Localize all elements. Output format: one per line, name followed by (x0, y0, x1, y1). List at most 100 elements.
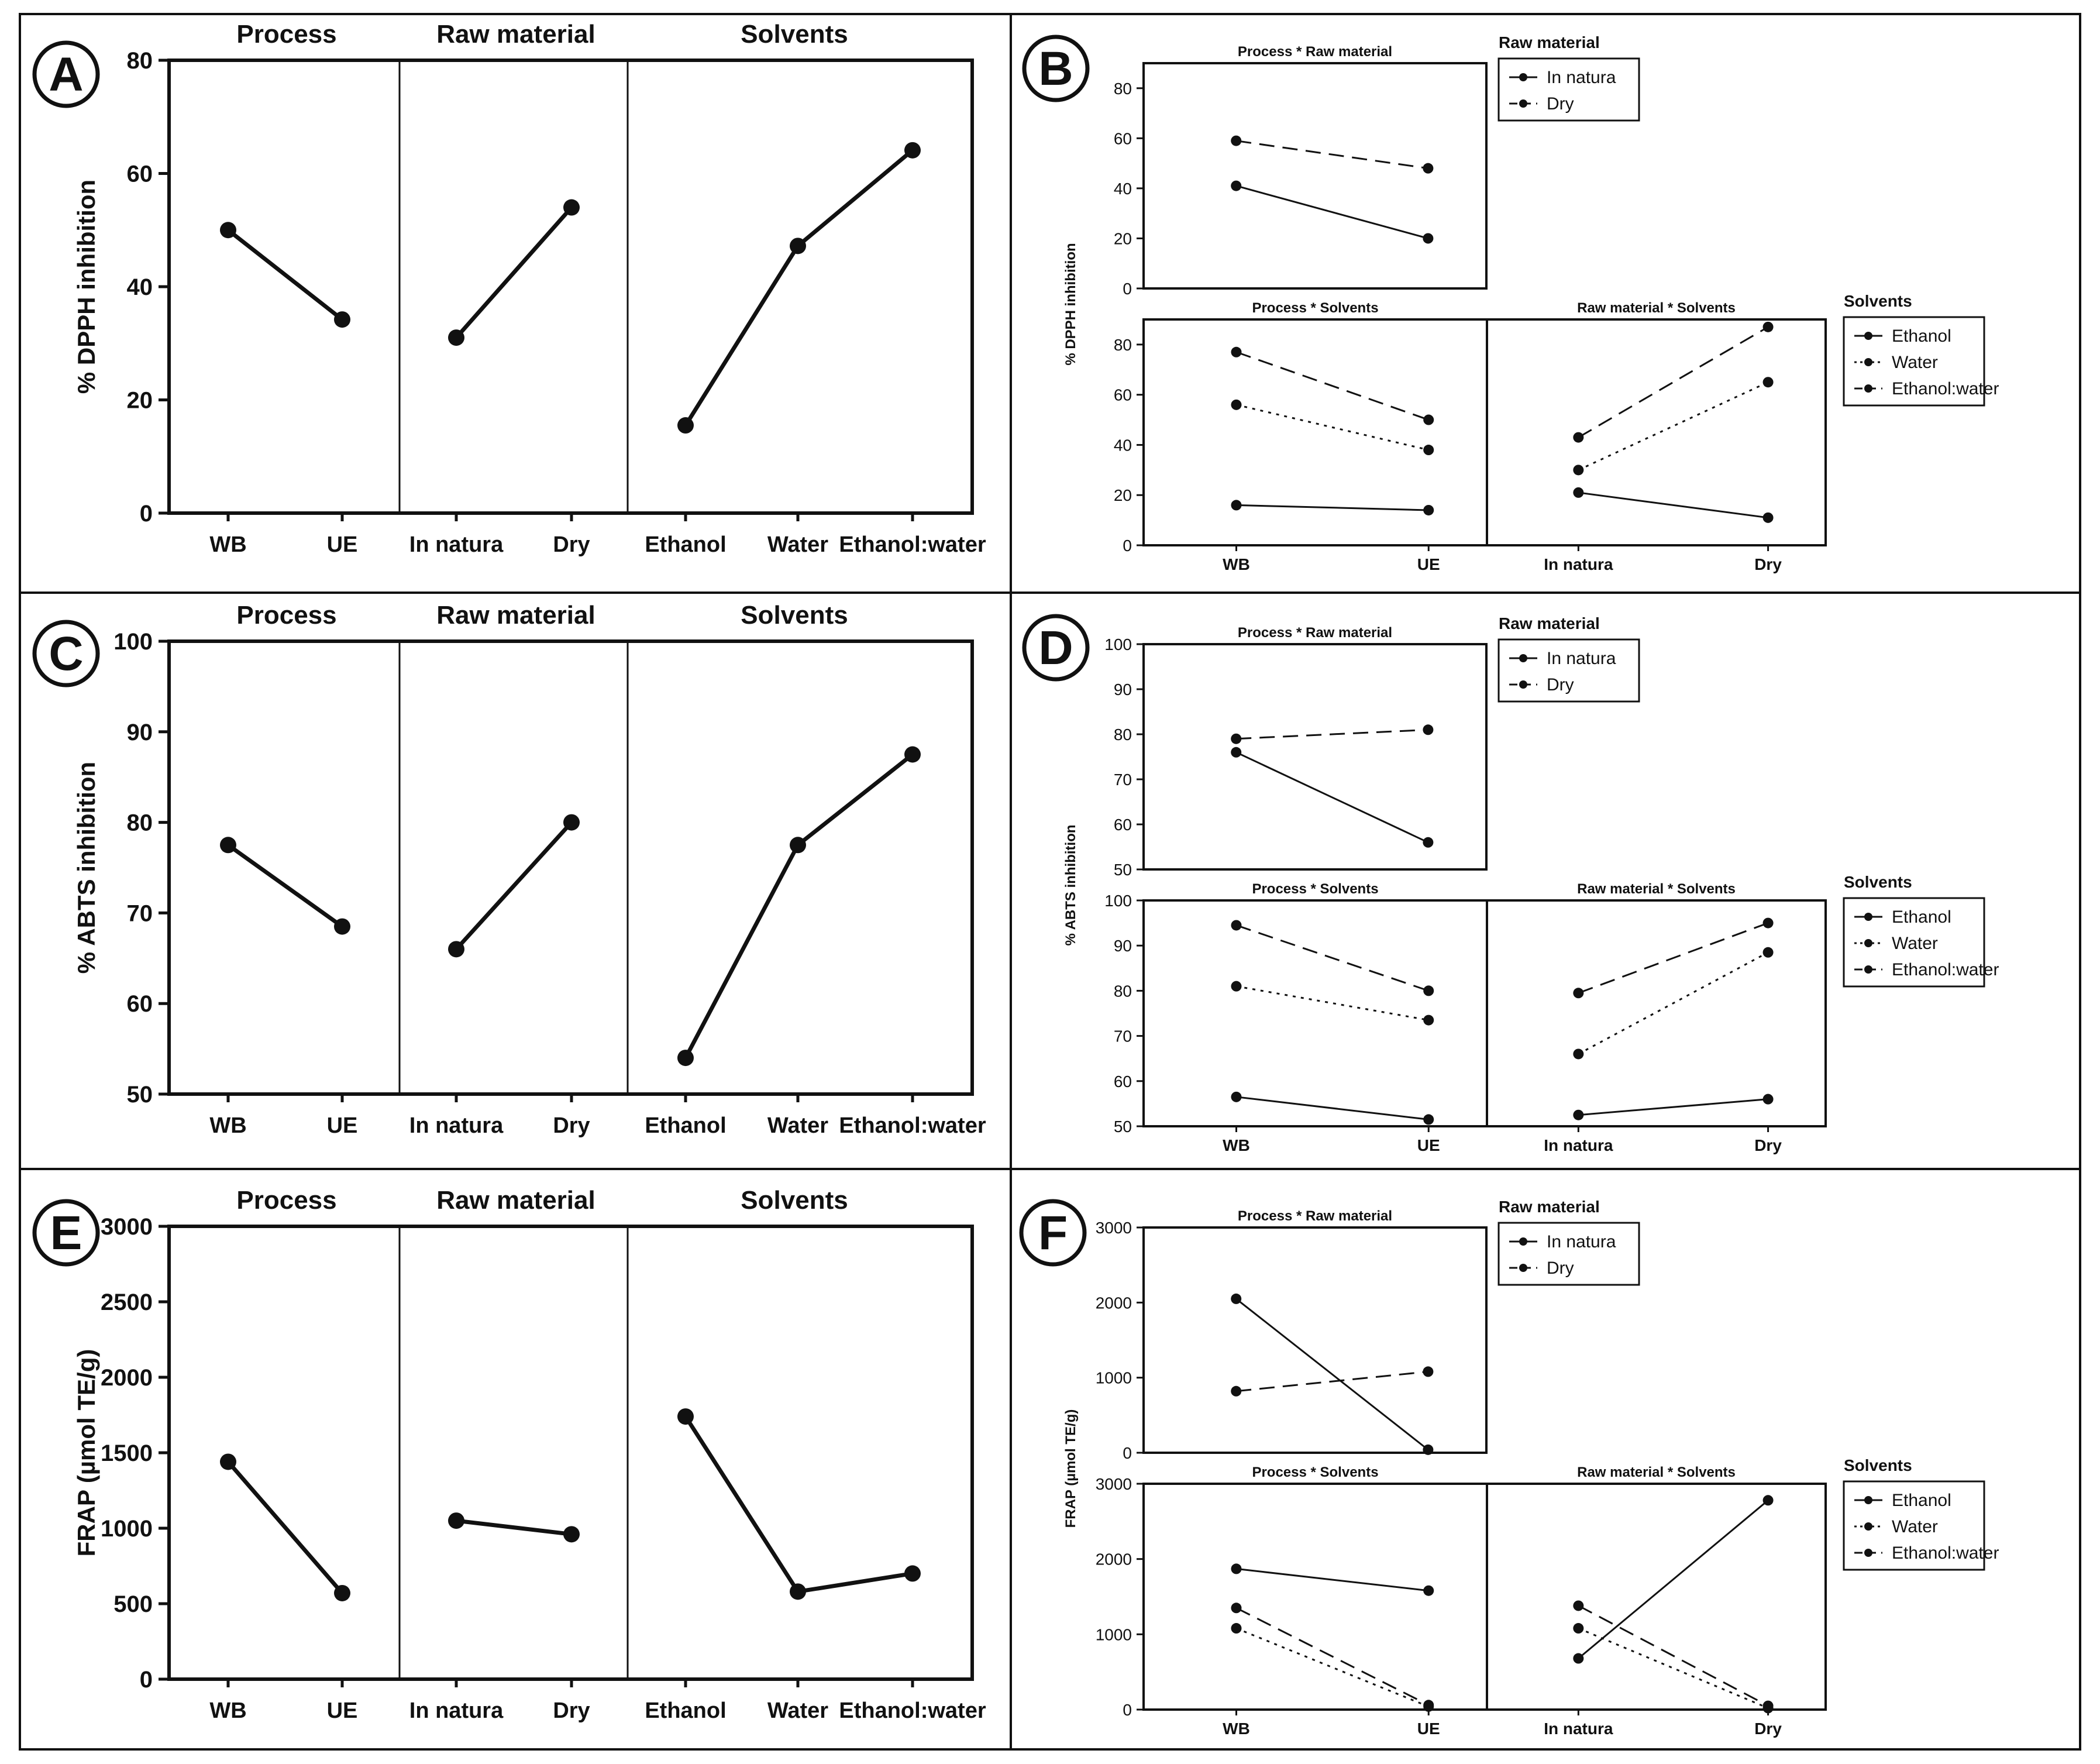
x-tick-label: UE (1417, 1136, 1440, 1154)
series-line (1235, 351, 1429, 421)
data-point (1762, 377, 1774, 388)
series-line (1578, 1605, 1769, 1707)
legend-label: Ethanol (1892, 326, 1951, 346)
y-tick-label: 50 (127, 1082, 153, 1108)
x-tick-label: Dry (553, 1113, 590, 1138)
legend-label: Ethanol:water (1892, 960, 1999, 979)
subplot-title: Process * Solvents (1252, 881, 1378, 897)
y-tick-label: 60 (1114, 816, 1132, 834)
section-title: Raw material (436, 1186, 595, 1215)
legend-label: Dry (1547, 675, 1574, 694)
legend-label: Ethanol (1892, 907, 1951, 927)
subplot-frame (1142, 899, 1488, 1127)
y-tick-label: 90 (1114, 937, 1132, 955)
legend-title: Solvents (1844, 873, 1912, 891)
legend-marker (1864, 1496, 1872, 1504)
series-line (1578, 951, 1769, 1055)
y-axis-label: % DPPH inhibition (1063, 243, 1079, 365)
section-title: Raw material (436, 601, 595, 630)
legend-marker (1864, 1549, 1872, 1557)
data-point (1423, 445, 1434, 456)
data-point (677, 1408, 694, 1425)
y-tick-label: 2000 (1096, 1294, 1132, 1312)
panel-letter-F: F (1038, 1206, 1068, 1260)
y-tick-label: 500 (113, 1591, 153, 1617)
y-tick-label: 100 (1104, 892, 1132, 910)
legend-box (1497, 1222, 1640, 1286)
series-line (456, 1518, 572, 1536)
series-line (684, 1415, 913, 1594)
y-tick-label: 0 (1123, 1444, 1132, 1462)
data-point (1231, 500, 1242, 511)
subplot-title: Raw material * Solvents (1577, 881, 1736, 897)
legend-label: Ethanol:water (1892, 379, 1999, 398)
legend-label: In natura (1547, 68, 1616, 87)
data-point (790, 837, 806, 854)
series-line (1236, 140, 1428, 170)
plot-area (167, 59, 974, 515)
series-line (1578, 922, 1769, 994)
data-point (563, 814, 580, 831)
data-point (904, 142, 921, 159)
y-tick-label: 3000 (1096, 1219, 1132, 1237)
legend-marker (1864, 939, 1872, 947)
panel-letter-B: B (1038, 42, 1073, 95)
data-point (448, 329, 464, 346)
y-tick-label: 50 (1114, 1117, 1132, 1136)
data-point (1231, 1623, 1242, 1634)
x-tick-label: UE (327, 532, 358, 557)
x-tick-label: UE (1417, 555, 1440, 573)
section-title: Solvents (741, 20, 848, 49)
data-point (1762, 947, 1774, 958)
subplot-title: Process * Solvents (1252, 1464, 1378, 1480)
x-tick-label: In natura (1544, 1720, 1613, 1738)
data-point (1423, 414, 1434, 425)
legend-marker (1519, 1264, 1527, 1272)
y-tick-label: 70 (127, 900, 153, 926)
data-point (1231, 981, 1242, 992)
series-line (226, 843, 344, 929)
legend-marker (1864, 332, 1872, 340)
data-point (1762, 1495, 1774, 1506)
y-tick-label: 3000 (101, 1214, 153, 1240)
series-line (1235, 1627, 1429, 1708)
x-tick-label: Ethanol:water (839, 1113, 986, 1138)
data-point (677, 1050, 694, 1067)
subplot-title: Process * Raw material (1238, 44, 1392, 60)
panel-badge-circle (32, 40, 100, 108)
panel-badge-circle (32, 620, 100, 687)
legend-marker (1519, 99, 1527, 108)
y-axis-label: FRAP (µmol TE/g) (73, 1349, 100, 1557)
data-point (1423, 163, 1434, 174)
data-point (1231, 1385, 1242, 1397)
x-tick-label: Dry (553, 532, 590, 557)
y-tick-label: 100 (113, 629, 153, 655)
subplot-title: Process * Raw material (1238, 1208, 1392, 1224)
data-point (1231, 346, 1242, 357)
y-tick-label: 50 (1114, 861, 1132, 879)
data-point (1231, 1091, 1242, 1102)
data-point (1423, 724, 1434, 735)
figure-frame (19, 13, 2081, 1751)
panel-letter-C: C (49, 627, 83, 680)
series-line (1236, 1567, 1429, 1592)
data-point (1423, 1585, 1434, 1596)
x-tick-label: Ethanol (645, 1113, 726, 1138)
panel-letter-D: D (1038, 621, 1073, 675)
legend-marker (1864, 384, 1872, 393)
y-tick-label: 60 (127, 991, 153, 1017)
data-point (677, 417, 694, 434)
data-point (904, 746, 921, 763)
legend-title: Solvents (1844, 1456, 1912, 1474)
legend-title: Raw material (1499, 614, 1600, 632)
x-tick-label: In natura (409, 1698, 504, 1723)
y-tick-label: 60 (1114, 1072, 1132, 1091)
data-point (1423, 1114, 1434, 1125)
subplot-title: Process * Solvents (1252, 300, 1378, 316)
series-line (1578, 326, 1769, 438)
y-tick-label: 80 (127, 810, 153, 836)
data-point (563, 199, 580, 216)
data-point (1231, 733, 1242, 744)
y-tick-label: 3000 (1096, 1475, 1132, 1493)
